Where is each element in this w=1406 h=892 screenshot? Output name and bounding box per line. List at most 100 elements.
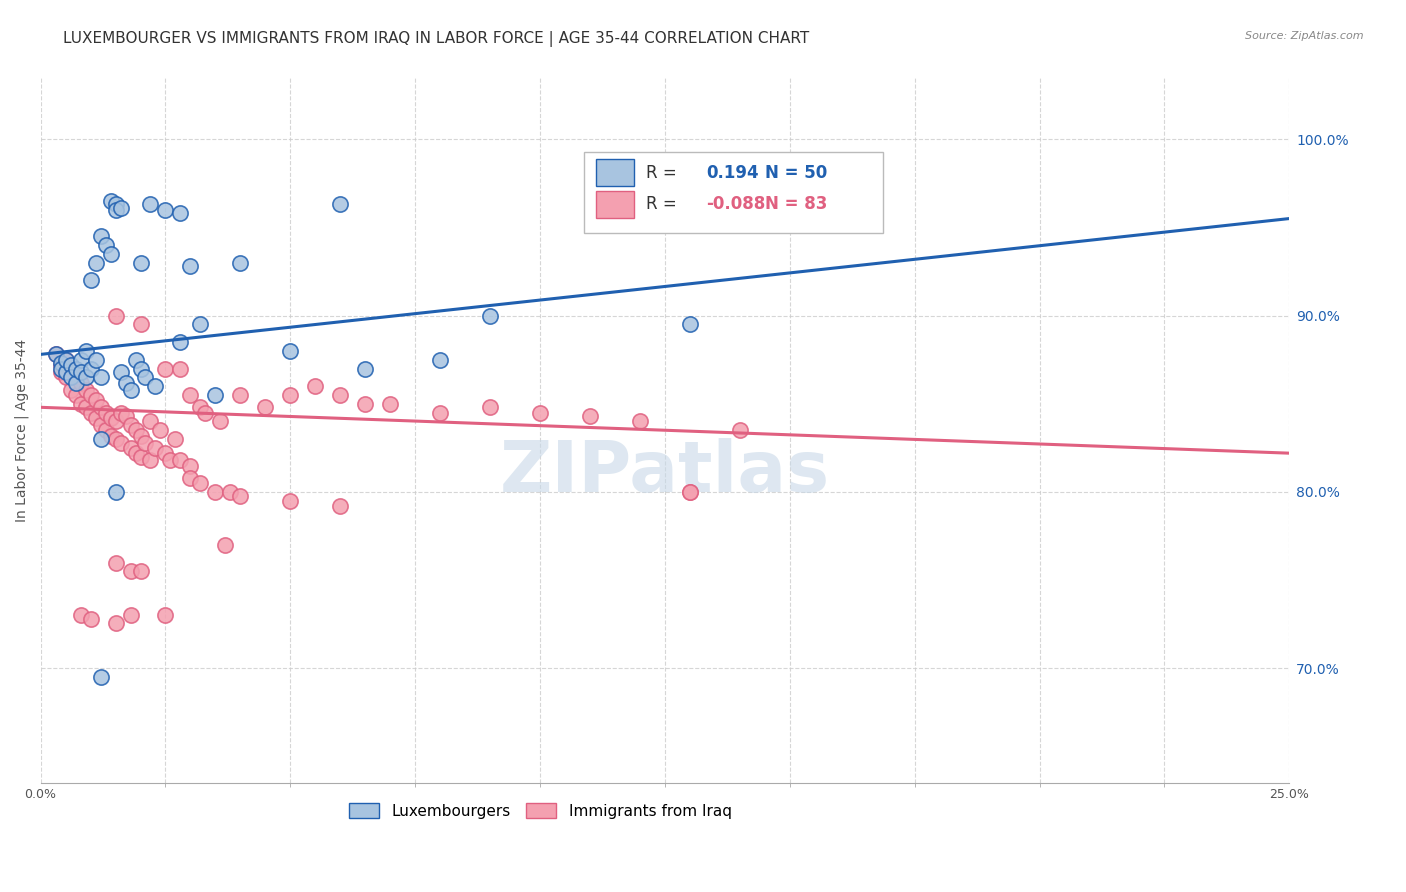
Text: N = 83: N = 83 bbox=[765, 195, 827, 213]
Point bbox=[354, 361, 377, 376]
Point bbox=[94, 238, 117, 252]
Point bbox=[55, 352, 77, 367]
Point bbox=[579, 409, 602, 424]
Point bbox=[329, 197, 352, 211]
Point bbox=[84, 410, 107, 425]
Point bbox=[139, 414, 162, 428]
Point bbox=[75, 401, 97, 415]
Point bbox=[84, 393, 107, 408]
Point bbox=[229, 255, 252, 269]
Point bbox=[84, 352, 107, 367]
Point bbox=[254, 401, 277, 415]
Point bbox=[165, 432, 187, 446]
Point bbox=[169, 334, 191, 349]
Point bbox=[134, 435, 156, 450]
Point bbox=[129, 318, 152, 332]
Point bbox=[110, 365, 132, 379]
Point bbox=[179, 471, 201, 485]
Point bbox=[104, 556, 127, 570]
Point bbox=[120, 383, 142, 397]
Point bbox=[110, 406, 132, 420]
Point bbox=[159, 453, 181, 467]
Text: -0.088: -0.088 bbox=[706, 195, 765, 213]
Point bbox=[129, 450, 152, 464]
Point bbox=[69, 397, 91, 411]
Point bbox=[149, 423, 172, 437]
Text: R =: R = bbox=[647, 164, 682, 182]
Point bbox=[679, 318, 702, 332]
FancyBboxPatch shape bbox=[596, 191, 634, 218]
Point bbox=[278, 493, 302, 508]
Point bbox=[69, 352, 91, 367]
Point bbox=[145, 379, 167, 393]
Point bbox=[90, 370, 112, 384]
Text: N = 50: N = 50 bbox=[765, 164, 827, 182]
Point bbox=[104, 202, 127, 217]
Point bbox=[179, 388, 201, 402]
FancyBboxPatch shape bbox=[596, 160, 634, 186]
Point bbox=[79, 612, 101, 626]
Point bbox=[129, 428, 152, 442]
Point bbox=[129, 361, 152, 376]
Point bbox=[90, 229, 112, 244]
Point bbox=[104, 414, 127, 428]
Point bbox=[100, 410, 122, 425]
Point bbox=[75, 383, 97, 397]
Point bbox=[429, 406, 451, 420]
Point bbox=[45, 347, 67, 361]
Point bbox=[120, 417, 142, 432]
Point bbox=[129, 255, 152, 269]
Point bbox=[129, 565, 152, 579]
Text: LUXEMBOURGER VS IMMIGRANTS FROM IRAQ IN LABOR FORCE | AGE 35-44 CORRELATION CHAR: LUXEMBOURGER VS IMMIGRANTS FROM IRAQ IN … bbox=[63, 31, 810, 47]
Text: ZIPatlas: ZIPatlas bbox=[501, 438, 830, 507]
Point bbox=[179, 458, 201, 473]
Point bbox=[49, 365, 72, 379]
Point bbox=[59, 370, 82, 384]
Point bbox=[204, 485, 226, 500]
Point bbox=[100, 194, 122, 208]
Point bbox=[59, 383, 82, 397]
Point bbox=[79, 406, 101, 420]
Point bbox=[120, 608, 142, 623]
Point bbox=[59, 361, 82, 376]
Point bbox=[55, 352, 77, 367]
Point bbox=[124, 446, 146, 460]
Point bbox=[429, 352, 451, 367]
Point bbox=[209, 414, 232, 428]
Point bbox=[169, 453, 191, 467]
Point bbox=[169, 361, 191, 376]
Point bbox=[479, 309, 502, 323]
Point bbox=[49, 358, 72, 372]
Point bbox=[94, 423, 117, 437]
Point bbox=[479, 401, 502, 415]
Point bbox=[90, 401, 112, 415]
Point bbox=[204, 388, 226, 402]
Point bbox=[55, 365, 77, 379]
Point bbox=[679, 485, 702, 500]
Point bbox=[728, 423, 751, 437]
Point bbox=[114, 409, 136, 424]
Point bbox=[190, 318, 212, 332]
Point bbox=[278, 388, 302, 402]
Text: R =: R = bbox=[647, 195, 682, 213]
Point bbox=[65, 388, 87, 402]
Point bbox=[190, 401, 212, 415]
Point bbox=[65, 370, 87, 384]
Point bbox=[124, 423, 146, 437]
Point bbox=[114, 376, 136, 390]
FancyBboxPatch shape bbox=[583, 152, 883, 233]
Point bbox=[104, 197, 127, 211]
Point bbox=[155, 361, 177, 376]
Point bbox=[100, 428, 122, 442]
Point bbox=[110, 435, 132, 450]
Point bbox=[65, 361, 87, 376]
Point bbox=[94, 406, 117, 420]
Legend: Luxembourgers, Immigrants from Iraq: Luxembourgers, Immigrants from Iraq bbox=[343, 797, 738, 825]
Point bbox=[104, 485, 127, 500]
Point bbox=[45, 347, 67, 361]
Point bbox=[79, 388, 101, 402]
Point bbox=[179, 259, 201, 273]
Point bbox=[329, 499, 352, 513]
Point bbox=[84, 255, 107, 269]
Point bbox=[69, 365, 91, 379]
